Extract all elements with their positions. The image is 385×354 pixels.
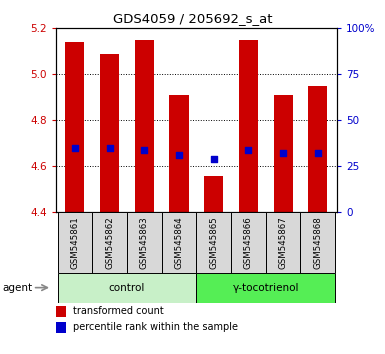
Bar — [162, 212, 196, 273]
Text: GSM545861: GSM545861 — [70, 216, 79, 269]
Point — [141, 148, 147, 153]
Point — [72, 145, 78, 151]
Text: GSM545863: GSM545863 — [140, 216, 149, 269]
Point — [211, 156, 217, 162]
Text: GSM545864: GSM545864 — [174, 216, 184, 269]
Point — [245, 148, 251, 153]
Text: percentile rank within the sample: percentile rank within the sample — [73, 322, 238, 332]
Text: GSM545865: GSM545865 — [209, 216, 218, 269]
Text: GSM545868: GSM545868 — [313, 216, 322, 269]
Bar — [92, 212, 127, 273]
Bar — [196, 273, 335, 303]
Point — [280, 150, 286, 155]
Bar — [300, 212, 335, 273]
Bar — [58, 273, 196, 303]
Bar — [65, 42, 84, 212]
Bar — [308, 86, 327, 212]
Bar — [274, 95, 293, 212]
Text: agent: agent — [2, 282, 32, 293]
Bar — [56, 306, 66, 317]
Bar — [266, 212, 300, 273]
Text: transformed count: transformed count — [73, 306, 164, 316]
Point — [176, 152, 182, 158]
Bar — [58, 212, 92, 273]
Bar — [127, 212, 162, 273]
Bar — [239, 40, 258, 212]
Bar — [231, 212, 266, 273]
Point — [107, 145, 113, 151]
Text: γ-tocotrienol: γ-tocotrienol — [233, 282, 299, 293]
Bar — [135, 40, 154, 212]
Text: GSM545862: GSM545862 — [105, 216, 114, 269]
Text: GSM545867: GSM545867 — [279, 216, 288, 269]
Text: GSM545866: GSM545866 — [244, 216, 253, 269]
Text: control: control — [109, 282, 145, 293]
Bar — [100, 54, 119, 212]
Point — [315, 150, 321, 155]
Bar — [56, 322, 66, 333]
Text: GDS4059 / 205692_s_at: GDS4059 / 205692_s_at — [113, 12, 272, 25]
Bar — [169, 95, 189, 212]
Bar — [204, 176, 223, 212]
Bar — [196, 212, 231, 273]
